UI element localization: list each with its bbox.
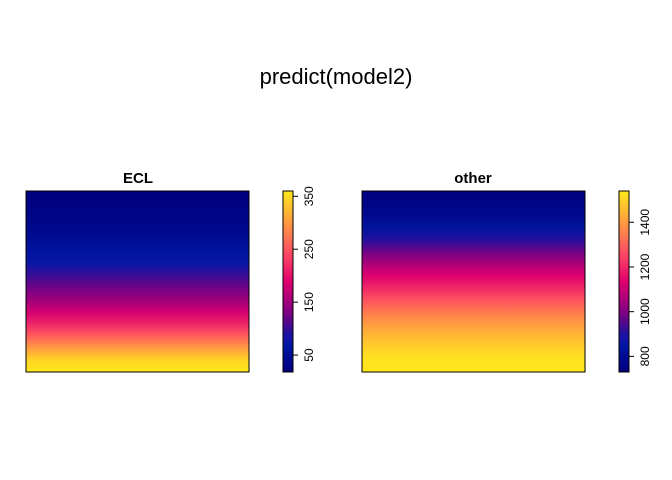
heatmap-cells (26, 191, 249, 372)
colorbar-tick-label: 150 (302, 292, 316, 312)
colorbar-tick-label: 1200 (638, 253, 652, 280)
colorbar-other: 800 1000 1200 1400 (618, 190, 652, 373)
colorbar-tick-label: 350 (302, 186, 316, 206)
heatmap-frame-other (361, 190, 586, 373)
panel-title-other: other (454, 170, 492, 187)
colorbar-scale (618, 190, 630, 373)
heatmap-frame-ecl (25, 190, 250, 373)
colorbar-tick-label: 800 (638, 346, 652, 366)
colorbar-tick-label: 1000 (638, 298, 652, 325)
colorbar-tick-label: 50 (302, 348, 316, 362)
panel-other: other 800 1000 1200 1400 (361, 170, 652, 373)
colorbar-tick-label: 250 (302, 239, 316, 259)
heatmap-other (362, 191, 585, 372)
figure-title: predict(model2) (260, 64, 413, 89)
heatmap-cells (362, 191, 585, 372)
colorbar-scale (282, 190, 294, 373)
colorbar-tick-label: 1400 (638, 209, 652, 236)
panel-title-ecl: ECL (123, 170, 153, 187)
panel-ecl: ECL 50 150 250 350 (25, 170, 316, 373)
heatmap-ecl (26, 191, 249, 372)
colorbar-ecl: 50 150 250 350 (282, 186, 316, 373)
